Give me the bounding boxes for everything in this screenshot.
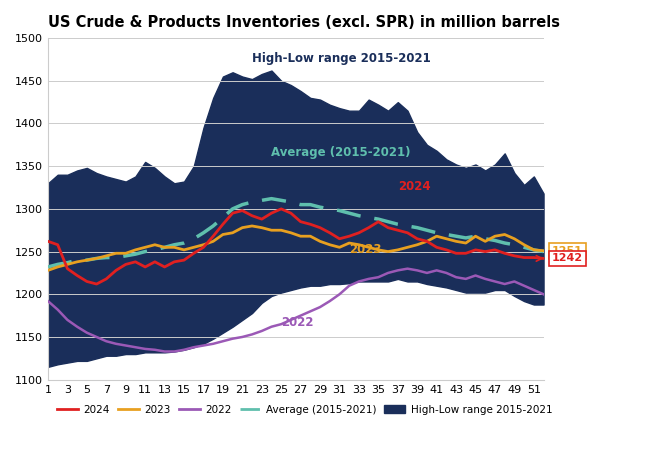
Text: 2023: 2023 <box>349 243 382 256</box>
Text: US Crude & Products Inventories (excl. SPR) in million barrels: US Crude & Products Inventories (excl. S… <box>48 15 560 30</box>
Text: Average (2015-2021): Average (2015-2021) <box>272 146 411 159</box>
Text: 1242: 1242 <box>552 253 583 264</box>
Text: 2024: 2024 <box>398 180 430 193</box>
Legend: 2024, 2023, 2022, Average (2015-2021), High-Low range 2015-2021: 2024, 2023, 2022, Average (2015-2021), H… <box>53 400 556 419</box>
Text: High-Low range 2015-2021: High-Low range 2015-2021 <box>252 52 431 65</box>
Text: 2022: 2022 <box>281 316 314 329</box>
Text: 1251: 1251 <box>552 246 583 256</box>
